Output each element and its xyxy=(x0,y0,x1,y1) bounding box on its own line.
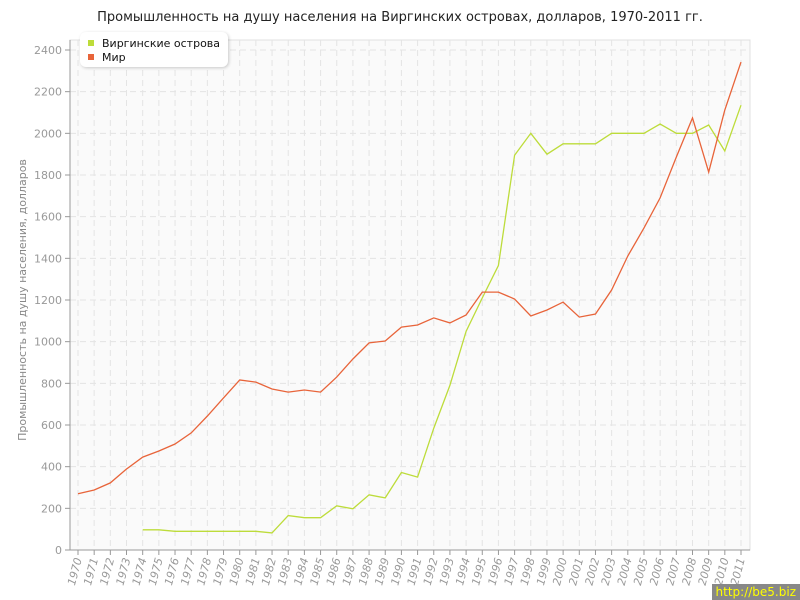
legend-item-virgin-islands[interactable]: Виргинские острова xyxy=(88,36,220,50)
y-tick-label: 2400 xyxy=(34,44,62,57)
legend-swatch xyxy=(88,40,94,46)
legend-label: Виргинские острова xyxy=(102,36,221,50)
watermark: http://be5.biz xyxy=(711,584,800,600)
y-tick-label: 2200 xyxy=(34,86,62,99)
legend-label: Мир xyxy=(102,50,126,64)
y-tick-label: 1000 xyxy=(34,336,62,349)
y-tick-label: 600 xyxy=(41,419,62,432)
y-tick-label: 200 xyxy=(41,502,62,515)
y-tick-label: 0 xyxy=(55,544,62,557)
chart-title: Промышленность на душу населения на Вирг… xyxy=(97,10,703,25)
y-tick-label: 800 xyxy=(41,377,62,390)
legend: Виргинские острова Мир xyxy=(80,32,229,67)
series-line-virgin-islands xyxy=(142,104,742,534)
y-tick-label: 2000 xyxy=(34,127,62,140)
y-tick-label: 400 xyxy=(41,461,62,474)
series-line-world xyxy=(77,61,742,495)
legend-swatch xyxy=(88,54,94,60)
y-tick-label: 1400 xyxy=(34,252,62,265)
legend-item-world[interactable]: Мир xyxy=(88,50,220,64)
y-tick-label: 1800 xyxy=(34,169,62,182)
y-tick-label: 1600 xyxy=(34,211,62,224)
y-axis-label: Промышленность на душу населения, доллар… xyxy=(16,159,29,441)
y-tick-label: 1200 xyxy=(34,294,62,307)
plot-area xyxy=(69,39,751,551)
